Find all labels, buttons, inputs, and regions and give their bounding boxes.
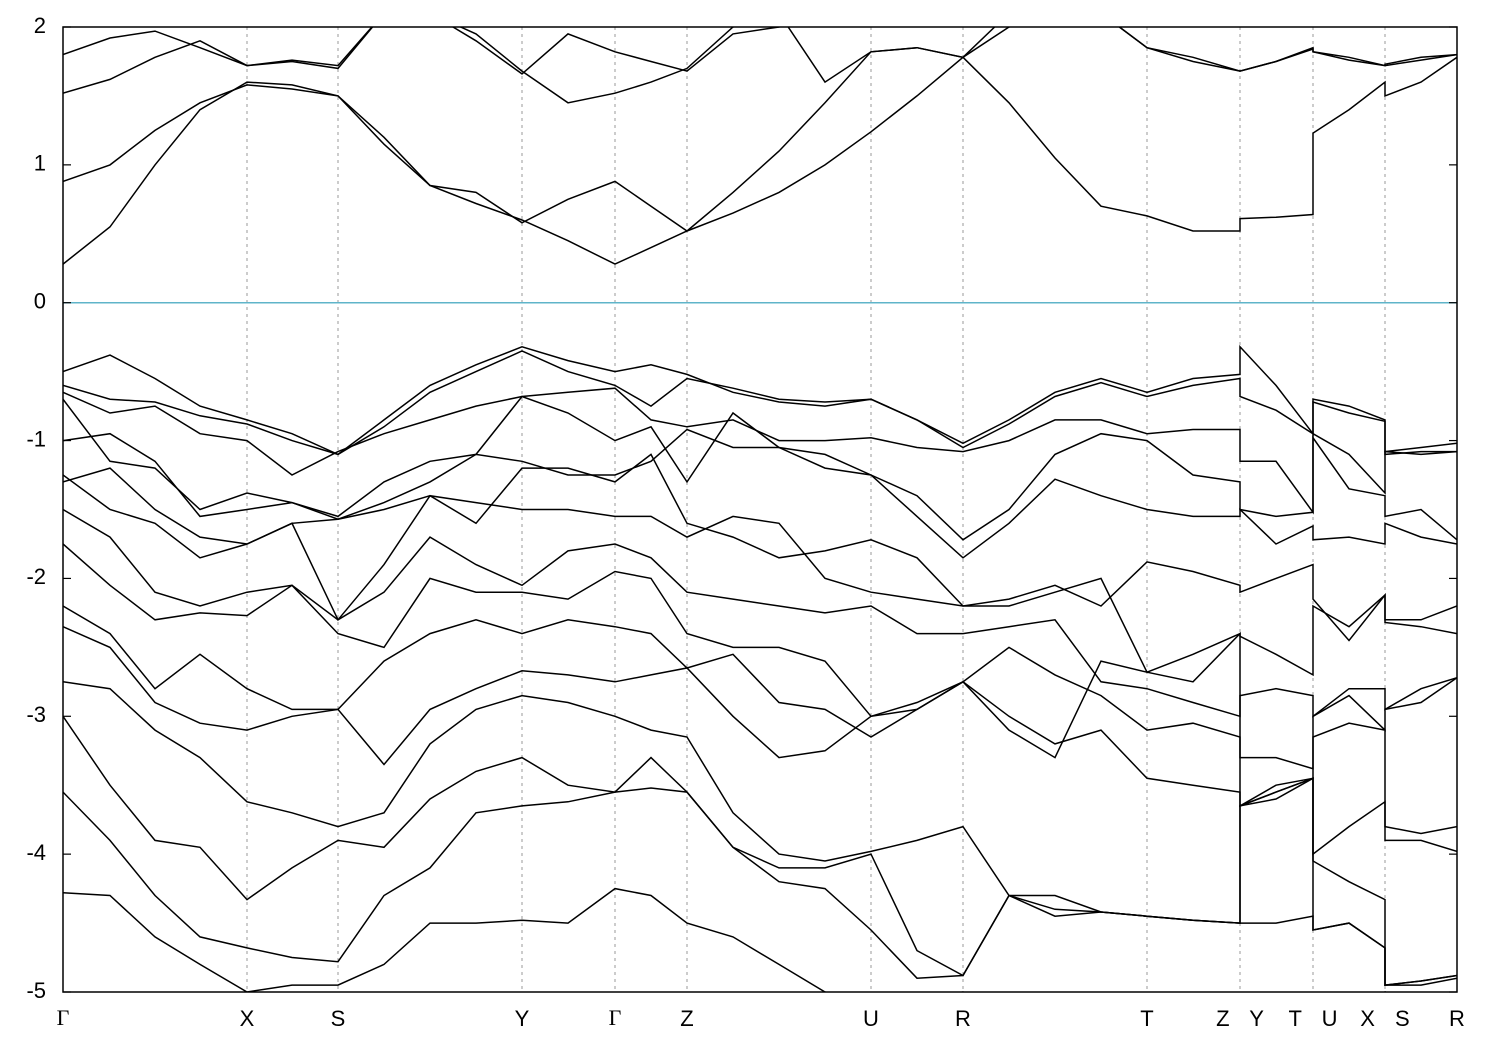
- x-tick-label: R: [955, 1006, 971, 1031]
- band-line: [63, 27, 1457, 232]
- band-line: [63, 27, 1457, 104]
- x-tick-label: U: [863, 1006, 879, 1031]
- band-line: [63, 344, 1457, 456]
- band-line: [63, 453, 1457, 642]
- band-line: [63, 787, 1457, 986]
- bands: [63, 27, 1457, 992]
- x-tick-label: Z: [680, 1006, 693, 1031]
- y-tick-label: -4: [26, 840, 46, 865]
- y-tick-label: 1: [34, 151, 46, 176]
- band-line: [63, 395, 1457, 541]
- band-line: [63, 467, 1457, 677]
- x-tick-label: Y: [515, 1006, 530, 1031]
- band-line: [63, 715, 1457, 986]
- band-line: [63, 543, 1457, 770]
- labels: -5 -4 -3 -2 -1 0 1 2 Γ X S Y Γ Z U R T Z Y T U X S R: [26, 13, 1465, 1031]
- x-tick-label: Z Y: [1216, 1006, 1264, 1031]
- band-line: [63, 626, 1457, 856]
- band-line: [63, 387, 1457, 515]
- y-tick-label: -3: [26, 702, 46, 727]
- x-tick-label: X S: [1360, 1006, 1409, 1031]
- band-line: [63, 428, 1457, 559]
- y-tick-label: -2: [26, 564, 46, 589]
- y-tick-label: -1: [26, 426, 46, 451]
- y-tick-label: 2: [34, 13, 46, 38]
- x-tick-label: Γ: [57, 1005, 70, 1030]
- y-tick-label: -5: [26, 978, 46, 1003]
- x-tick-label: R: [1449, 1006, 1465, 1031]
- x-tick-label: T: [1140, 1006, 1153, 1031]
- band-line: [63, 350, 1457, 456]
- band-line: [63, 887, 1386, 992]
- x-tick-label: T U: [1288, 1006, 1337, 1031]
- band-line: [63, 605, 1457, 835]
- band-line: [63, 508, 1457, 718]
- band-line: [63, 56, 1457, 265]
- plot-frame: [62, 26, 1458, 993]
- y-tick-label: 0: [34, 289, 46, 314]
- x-tick-label: Γ: [609, 1005, 622, 1030]
- band-line: [63, 27, 782, 75]
- x-tick-label: X: [240, 1006, 255, 1031]
- band-line: [63, 681, 1457, 986]
- x-tick-label: S: [331, 1006, 346, 1031]
